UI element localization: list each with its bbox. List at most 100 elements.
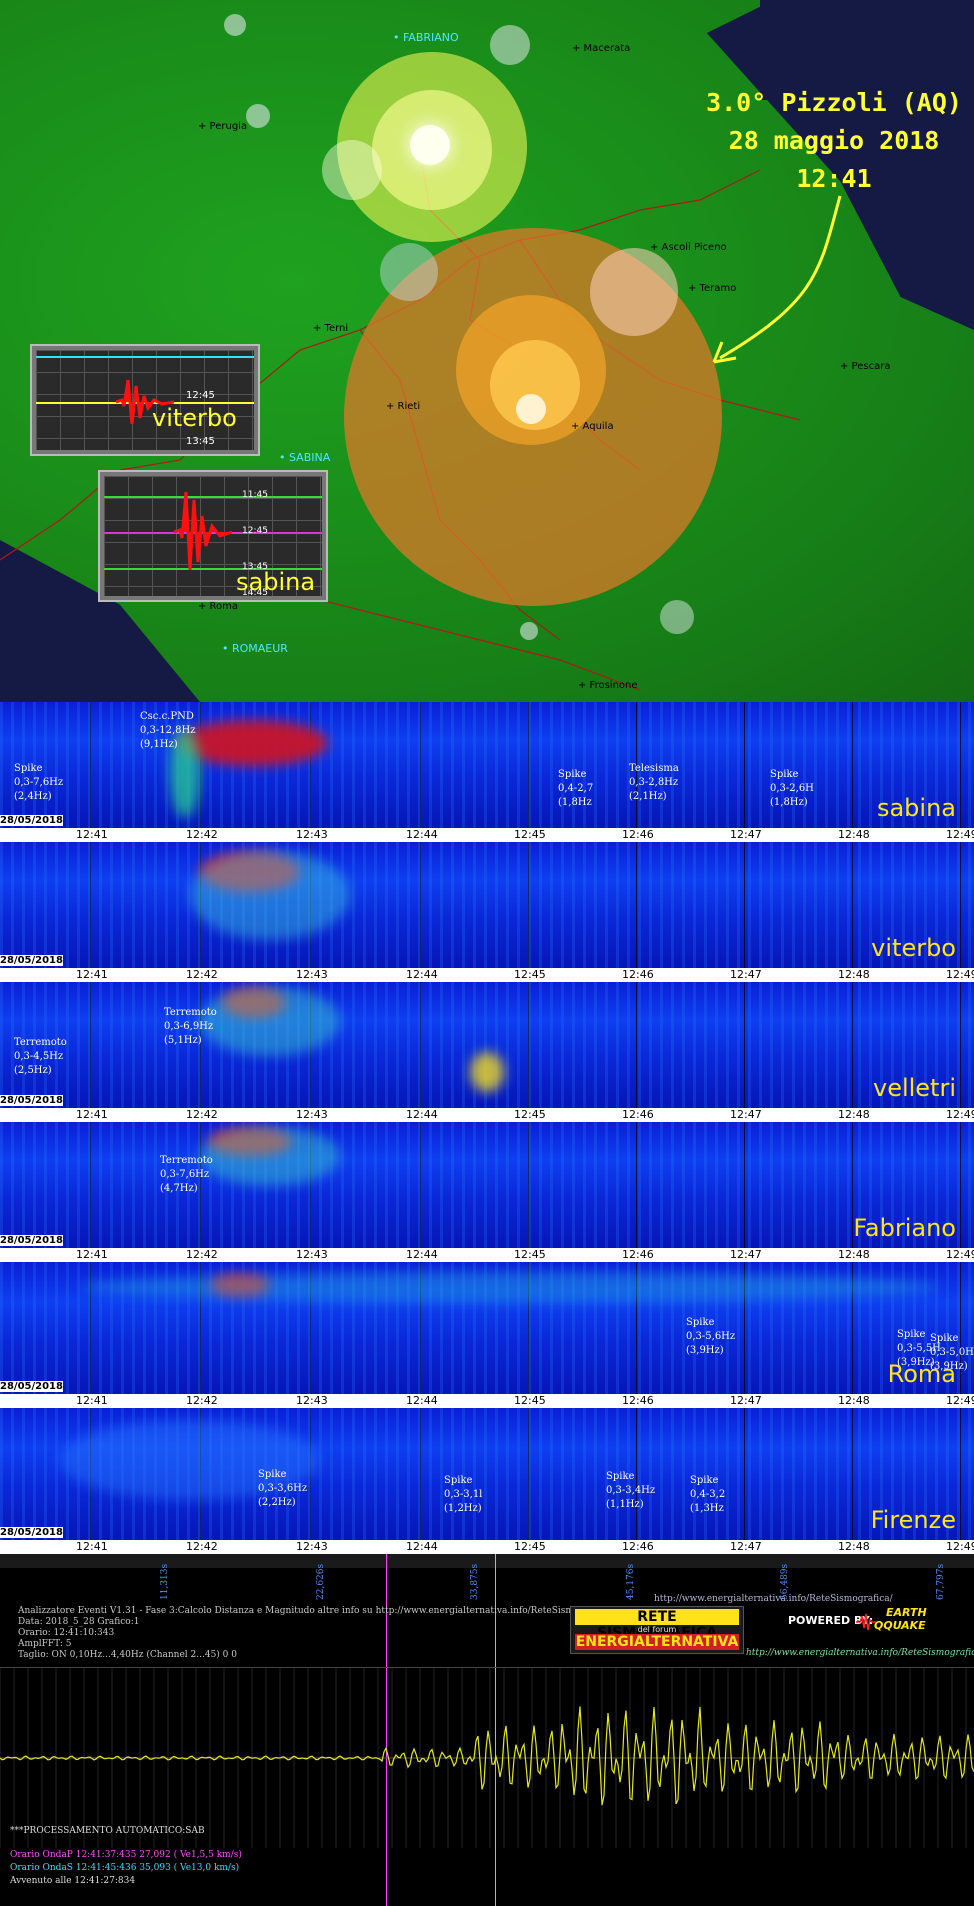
spectrogram-station-name: viterbo [871,934,956,962]
minute-gridline [528,1122,529,1248]
time-tick: 12:45 [514,1540,546,1553]
station-label: • ROMAEUR [222,642,288,655]
spectrogram-energy-patch [210,1274,270,1296]
station-label: • FABRIANO [393,31,459,44]
time-tick: 12:42 [186,1248,218,1261]
spectrogram-station-name: velletri [872,1074,956,1102]
time-tick: 12:45 [514,1394,546,1407]
city-label: + Rieti [386,401,421,412]
quake-circle-epicenter [516,394,546,424]
minute-gridline [960,1122,961,1248]
time-tick: 12:42 [186,1108,218,1121]
time-axis: 12:41 12:42 12:43 12:44 12:45 12:46 12:47 12:48… [0,1540,974,1554]
event-annotation: Telesisma 0,3-2,8Hz (2,1Hz) [629,763,679,802]
onda-s-label: Orario OndaS 12:41:45:436 35,093 ( Ve13,… [10,1863,240,1873]
minute-gridline [90,842,91,968]
logo-line-1: RETE SISMOGRAFICA [575,1609,739,1641]
map-title-line-2: 28 maggio 2018 [728,126,940,155]
earthquake-logo-line-1: EARTH [886,1606,927,1619]
minute-gridline [420,1408,421,1540]
sabina-inset-time3: 13:45 [242,562,268,572]
minute-gridline [420,1122,421,1248]
minute-gridline [744,1122,745,1248]
minute-gridline [744,702,745,828]
time-tick: 12:47 [730,1108,762,1121]
info-line-4: AmplFFT: 5 [18,1639,72,1649]
waveform-trace [0,1706,974,1806]
time-tick: 12:42 [186,828,218,841]
time-tick: 12:46 [622,1540,654,1553]
time-tick: 12:44 [406,1540,438,1553]
viterbo-seismogram-plot: 12:45 13:45 [36,350,254,450]
time-tick: 12:42 [186,1394,218,1407]
minute-gridline [528,702,529,828]
minute-gridline [744,1408,745,1540]
time-tick: 12:41 [76,1108,108,1121]
marker-bar [0,1554,974,1568]
spectrogram-station-name: Fabriano [853,1214,956,1242]
time-tick: 12:48 [838,968,870,981]
spectrogram-station-name: sabina [876,794,956,822]
quake-circle-grey [246,104,270,128]
minute-gridline [90,702,91,828]
spectrogram-velletri: velletri 28/05/2018 [0,982,974,1108]
sabina-inset-time4: 14:45 [242,588,268,598]
minute-gridline [420,702,421,828]
map-title-line-3: 12:41 [796,164,872,193]
time-tick: 12:48 [838,1248,870,1261]
logo-line-3: ENERGIALTERNATIVA [575,1634,739,1650]
time-tick: 12:46 [622,968,654,981]
time-marker: 45,176s [626,1563,636,1600]
time-tick: 12:43 [296,1540,328,1553]
time-tick: 12:41 [76,1248,108,1261]
quake-circle-yellow-core [410,125,450,165]
time-tick: 12:41 [76,1394,108,1407]
event-annotation: Spike 0,3-5,6Hz (3,9Hz) [686,1317,736,1356]
info-line-3: Orario: 12:41:10:343 [18,1628,115,1638]
powered-by-label: POWERED BY: [788,1614,874,1627]
info-line-2: Data: 2018_5_28 Grafico:1 [18,1617,140,1627]
spectrogram-energy-patch [80,1272,940,1302]
map-title-line-1: 3.0° Pizzoli (AQ) [706,88,962,117]
onda-s-marker-line [495,1554,496,1906]
epicenter-arrow [712,195,842,364]
time-tick: 12:47 [730,968,762,981]
spectrogram-energy-patch [170,728,200,818]
minute-gridline [636,982,637,1108]
time-tick: 12:45 [514,828,546,841]
right-url: http://www.energialternativa.info/ReteSi… [746,1648,974,1658]
city-label: + Ascoli Piceno [650,242,727,253]
time-tick: 12:45 [514,968,546,981]
spectrogram-station-name: Roma [887,1360,956,1388]
time-axis: 12:41 12:42 12:43 12:44 12:45 12:46 12:47 12:48… [0,968,974,982]
spectrogram-energy-patch [200,986,340,1056]
earthquake-logo-line-2: QQUAKE [874,1619,926,1632]
event-annotation: Spike 0,3-2,6H (1,8Hz) [770,769,814,808]
minute-gridline [852,702,853,828]
minute-gridline [420,982,421,1108]
quake-circle-grey [380,243,438,301]
time-tick: 12:46 [622,828,654,841]
time-tick: 12:41 [76,828,108,841]
sabina-inset-time2: 12:45 [242,526,268,536]
time-tick: 12:46 [622,1108,654,1121]
time-tick: 12:49 [946,1540,974,1553]
minute-gridline [90,1122,91,1248]
spectrogram-energy-patch [208,1128,292,1156]
time-tick: 12:46 [622,1394,654,1407]
minute-gridline [200,702,201,828]
viterbo-seismogram-inset: 12:45 13:45 viterbo [30,344,260,456]
time-tick: 12:44 [406,1394,438,1407]
quake-circle-grey [490,25,530,65]
spectrogram-date: 28/05/2018 [0,1381,63,1392]
minute-gridline [636,842,637,968]
spectrogram-date: 28/05/2018 [0,815,63,826]
viterbo-inset-time2: 13:45 [186,436,215,447]
event-annotation: Terremoto 0,3-7,6Hz (4,7Hz) [160,1155,213,1194]
earthquake-wave-icon [856,1613,876,1631]
minute-gridline [744,982,745,1108]
time-tick: 12:44 [406,828,438,841]
minute-gridline [960,982,961,1108]
spectrogram-energy-patch [60,1420,320,1500]
time-axis: 12:41 12:42 12:43 12:44 12:45 12:46 12:47 12:48… [0,1248,974,1262]
